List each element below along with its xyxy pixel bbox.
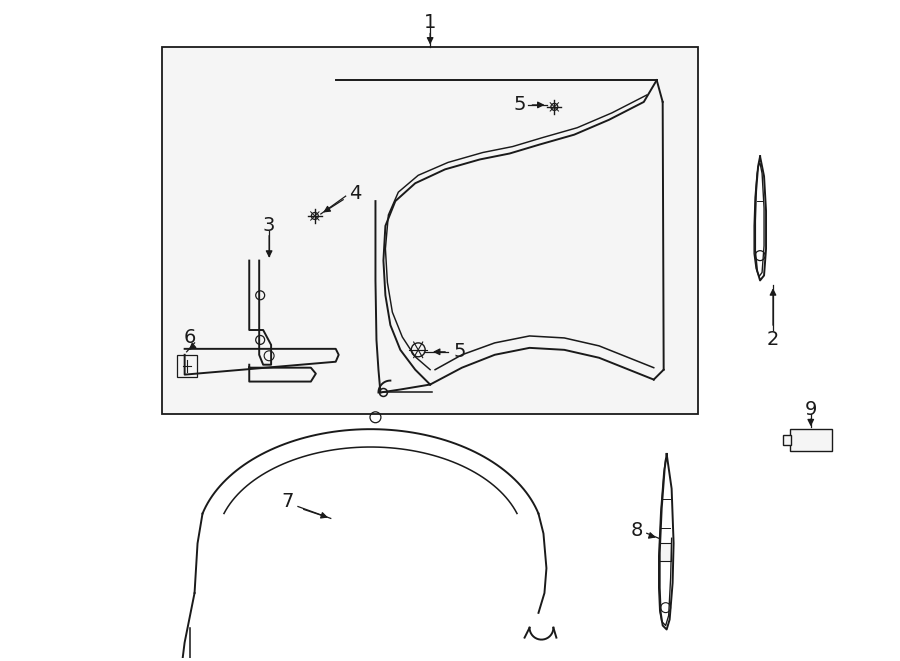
Bar — [162, 48, 698, 414]
Text: 5: 5 — [513, 95, 526, 114]
Text: 6: 6 — [184, 329, 196, 348]
Text: 2: 2 — [767, 330, 779, 350]
Text: 1: 1 — [424, 13, 436, 32]
Text: 9: 9 — [805, 400, 817, 419]
Text: 7: 7 — [282, 492, 294, 511]
Bar — [790, 429, 832, 451]
Text: 5: 5 — [454, 342, 466, 362]
Text: 3: 3 — [263, 216, 275, 235]
Bar — [176, 355, 196, 377]
Text: 8: 8 — [631, 521, 643, 540]
Bar — [659, 543, 670, 561]
Bar — [783, 435, 791, 445]
Text: 4: 4 — [349, 184, 362, 203]
